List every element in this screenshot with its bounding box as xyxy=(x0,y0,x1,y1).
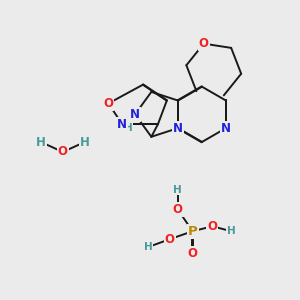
Text: O: O xyxy=(188,247,198,260)
Text: H: H xyxy=(144,242,152,252)
Text: O: O xyxy=(103,97,113,110)
Text: N: N xyxy=(221,122,231,135)
Text: O: O xyxy=(207,220,218,233)
Text: H: H xyxy=(227,226,236,236)
Text: P: P xyxy=(188,225,197,238)
Text: H: H xyxy=(173,184,182,195)
Text: H: H xyxy=(80,136,89,148)
Text: O: O xyxy=(58,146,68,158)
Text: N: N xyxy=(173,122,183,135)
Text: O: O xyxy=(165,233,175,246)
Text: H: H xyxy=(124,123,133,133)
Text: H: H xyxy=(36,136,46,148)
Text: N: N xyxy=(130,108,140,121)
Text: O: O xyxy=(173,203,183,216)
Text: N: N xyxy=(117,118,127,131)
Text: O: O xyxy=(199,37,209,50)
